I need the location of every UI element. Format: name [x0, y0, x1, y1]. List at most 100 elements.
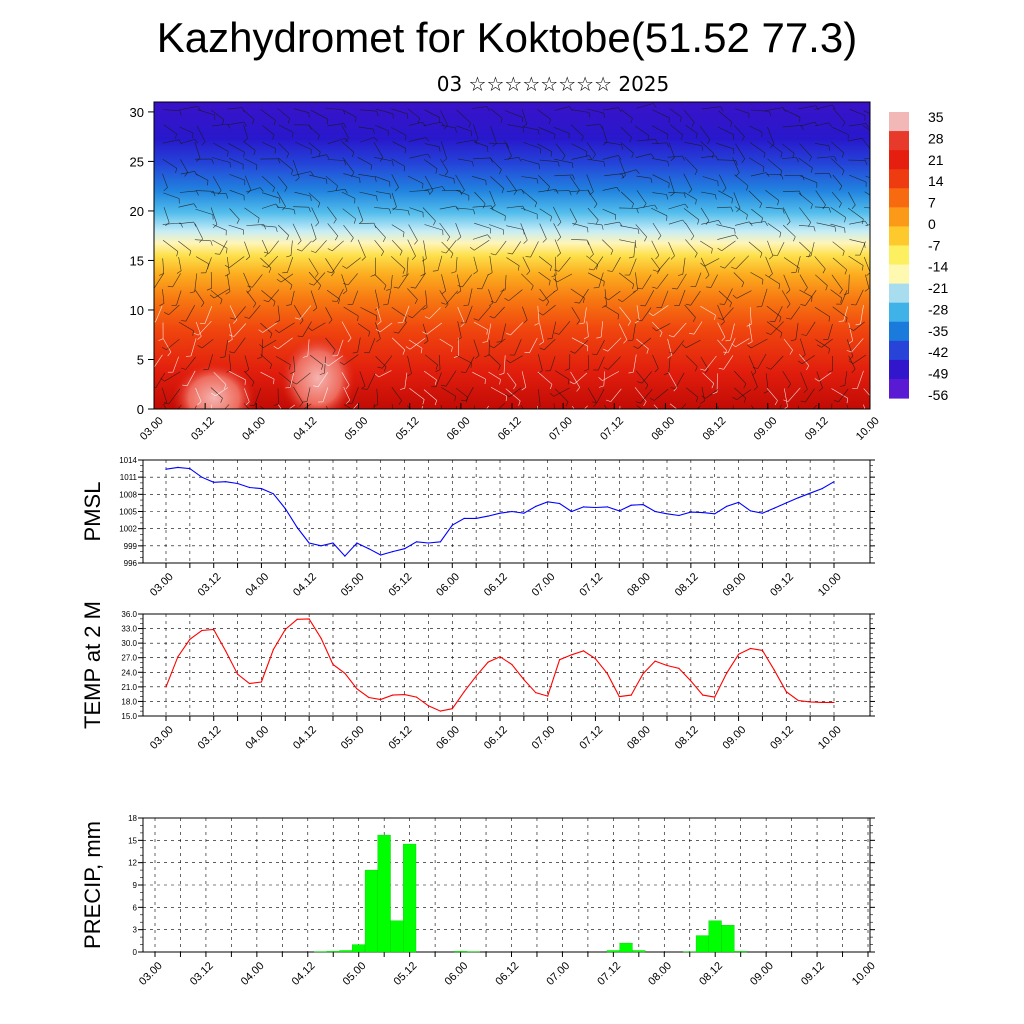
x-tick-label: 08.00	[625, 724, 653, 752]
wind-barb-flag	[164, 312, 169, 315]
x-tick-label: 07.00	[530, 724, 558, 752]
wind-barb-flag	[207, 180, 209, 186]
wind-barb	[455, 222, 462, 238]
wind-barb	[685, 223, 695, 237]
wind-barb-flag	[505, 393, 510, 397]
wind-barb	[717, 405, 719, 409]
wind-barb	[343, 110, 357, 118]
wind-barb	[651, 321, 663, 333]
t2m-point	[189, 638, 191, 640]
wind-barb-flag	[791, 422, 796, 423]
wind-barb	[374, 157, 393, 162]
wind-barb-flag	[768, 255, 774, 260]
pmsl-point	[606, 506, 609, 508]
wind-barb	[724, 288, 733, 305]
wind-barb	[751, 208, 763, 219]
pmsl-point	[213, 481, 215, 483]
wind-barb-flag	[390, 420, 395, 422]
wind-barb-flag	[650, 153, 655, 158]
wind-barb-flag	[637, 381, 643, 384]
wind-barb	[310, 290, 318, 308]
wind-barb	[178, 221, 194, 224]
wind-barb-flag	[315, 222, 320, 227]
wind-barb-flag	[782, 208, 785, 214]
wind-barb-flag	[487, 234, 491, 239]
wind-barb-flag	[325, 178, 328, 184]
wind-barb	[277, 337, 293, 350]
wind-barb	[641, 371, 652, 384]
wind-barb-flag	[564, 368, 570, 371]
wind-barb	[472, 205, 492, 208]
wind-barb-flag	[557, 236, 562, 241]
wind-barb	[668, 203, 686, 210]
wind-barb-flag	[224, 264, 230, 268]
wind-barb	[357, 206, 364, 221]
wind-barb	[262, 322, 278, 333]
wind-barb-flag	[312, 238, 317, 243]
wind-barb-flag	[730, 122, 733, 127]
wind-barb	[445, 290, 458, 305]
wind-barb	[554, 388, 569, 403]
wind-barb	[229, 256, 245, 268]
x-tick-label: 07.12	[577, 571, 605, 599]
wind-barb-flag	[673, 387, 678, 392]
wind-barb	[574, 339, 589, 354]
t2m-point	[284, 628, 286, 631]
wind-barb-flag	[844, 217, 846, 223]
wind-barb-flag	[175, 133, 177, 139]
wind-barb	[782, 190, 800, 192]
wind-barb-flag	[555, 189, 559, 194]
wind-barb-flag	[439, 117, 441, 123]
wind-barb	[313, 272, 326, 286]
wind-barb	[557, 273, 573, 283]
wind-barb-flag	[276, 413, 280, 416]
wind-barb	[750, 109, 770, 112]
wind-barb	[521, 189, 537, 203]
wind-barb	[797, 405, 800, 409]
wind-barb	[293, 305, 304, 321]
wind-barb	[553, 158, 573, 164]
wind-barb-flag	[326, 154, 330, 160]
wind-barb-flag	[206, 288, 212, 291]
wind-barb-flag	[586, 240, 589, 245]
wind-barb-flag	[314, 273, 319, 278]
wind-barb	[633, 240, 636, 257]
wind-barb-flag	[193, 203, 197, 208]
wind-barb-flag	[818, 387, 823, 392]
wind-barb	[654, 388, 669, 401]
wind-barb	[635, 153, 651, 158]
wind-barb-flag	[345, 137, 349, 142]
wind-barb-flag	[370, 164, 372, 170]
wind-barb	[243, 272, 251, 290]
wind-barb-flag	[828, 207, 831, 213]
wind-barb	[863, 404, 866, 409]
wind-barb	[343, 306, 359, 317]
wind-barb-flag	[236, 219, 240, 224]
wind-barb-flag	[274, 329, 280, 333]
y-tick-label: 0	[133, 948, 138, 957]
wind-barb	[246, 187, 261, 193]
wind-barb-flag	[672, 287, 678, 290]
wind-barb-flag	[797, 267, 800, 273]
wind-barb	[767, 158, 783, 172]
wind-barb	[781, 157, 797, 159]
wind-barb-flag	[838, 203, 842, 208]
x-tick-label: 07.12	[577, 724, 605, 752]
wind-barb-flag	[832, 104, 836, 110]
x-tick-label: 08.12	[700, 415, 728, 443]
wind-barb-flag	[302, 355, 308, 358]
wind-barb	[229, 190, 245, 196]
wind-barb-flag	[457, 285, 463, 288]
wind-barb-flag	[573, 221, 578, 226]
wind-barb	[514, 339, 522, 356]
wind-barb-flag	[287, 118, 290, 124]
wind-barb	[530, 241, 539, 258]
wind-barb-flag	[375, 329, 381, 333]
precip-bar	[364, 869, 379, 953]
wind-barb	[608, 290, 621, 301]
wind-barb	[734, 125, 745, 137]
wind-barb	[392, 141, 406, 149]
wind-barb	[782, 224, 796, 237]
wind-barb	[669, 403, 678, 409]
